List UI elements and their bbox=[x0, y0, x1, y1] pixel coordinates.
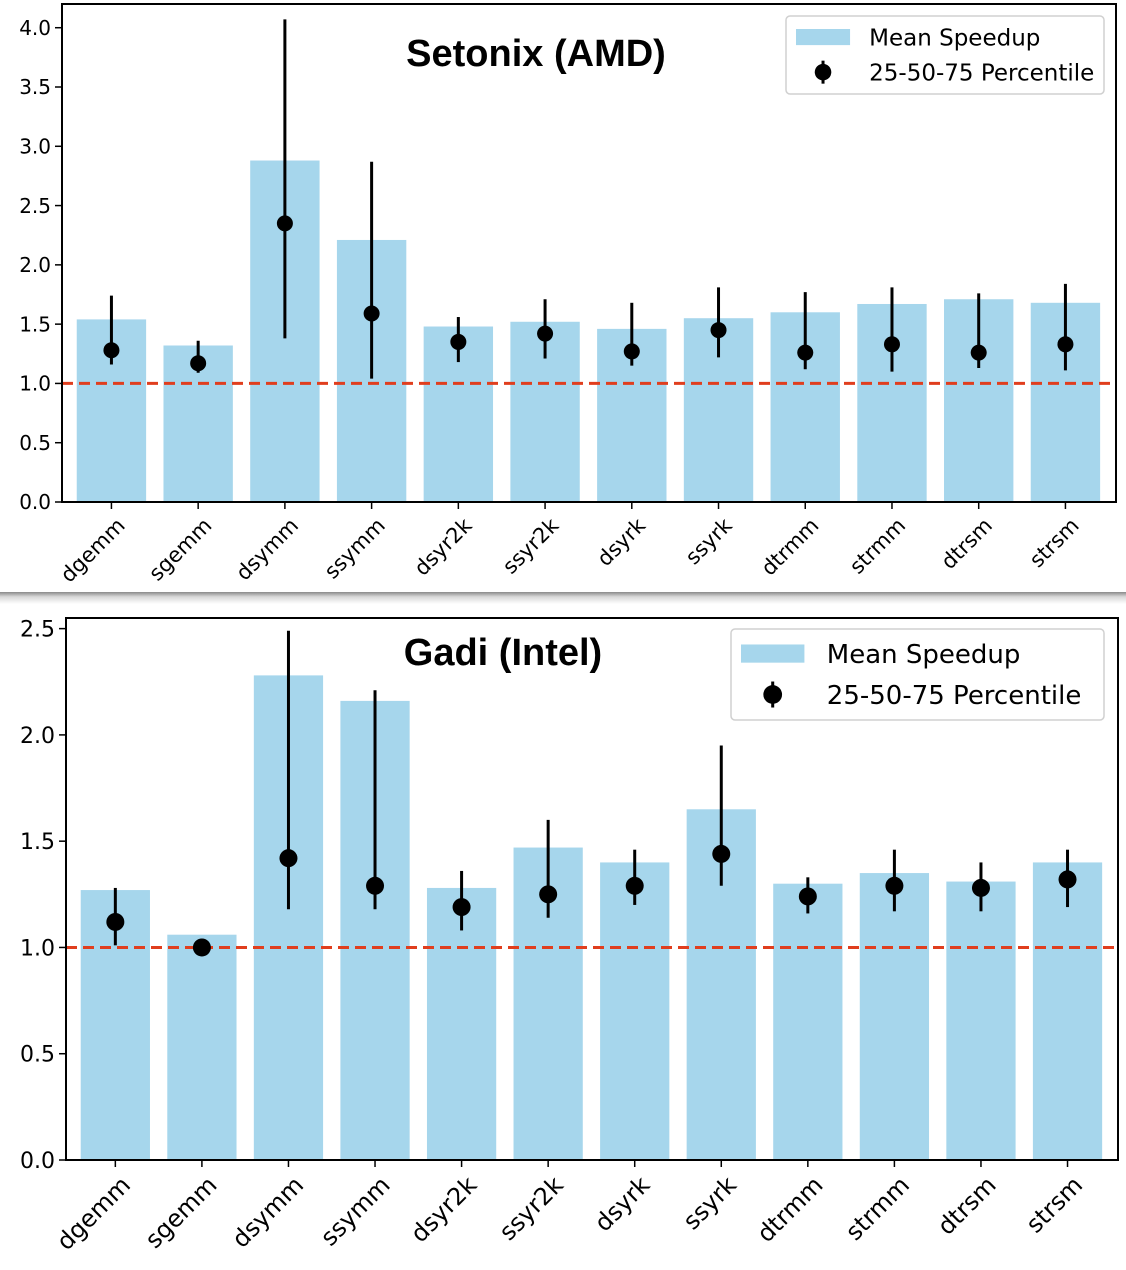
chart-panel-setonix: 0.0 0.5 1.0 1.5 2.0 2.5 3.0 3.5 4.0 dgemm sgemm dsy… bbox=[0, 0, 1126, 592]
median-point-ssymm bbox=[363, 305, 380, 322]
x-tick-label-ssymm: ssymm bbox=[315, 1171, 396, 1252]
x-tick-label-sgemm: sgemm bbox=[140, 1171, 223, 1254]
y-tick-label: 2.5 bbox=[20, 618, 55, 643]
chart-panel-gadi: 0.0 0.5 1.0 1.5 2.0 2.5 dgemm sgemm dsymm ssymm ds… bbox=[0, 604, 1126, 1270]
x-tick-label-dsymm: dsymm bbox=[227, 1171, 310, 1254]
axes-frame bbox=[65, 617, 1119, 1161]
x-tick-label-dsymm: dsymm bbox=[231, 513, 303, 585]
percentile-markers bbox=[106, 630, 1077, 957]
x-axis: dgemm sgemm dsymm ssymm dsyr2k ssyr2k dsyrk ssy… bbox=[51, 1160, 1088, 1256]
median-point-dtrmm bbox=[798, 887, 817, 906]
x-tick-label-dsyrk: dsyrk bbox=[589, 1171, 655, 1237]
y-tick-label: 0.0 bbox=[19, 490, 51, 514]
legend-label: 25-50-75 Percentile bbox=[827, 681, 1082, 711]
median-point-ssyrk bbox=[710, 322, 727, 339]
legend: Mean Speedup 25-50-75 Percentile bbox=[785, 15, 1105, 95]
median-point-sgemm bbox=[190, 355, 207, 372]
median-point-dgemm bbox=[103, 342, 120, 359]
median-point-strsm bbox=[1058, 870, 1077, 889]
median-point-dsymm bbox=[279, 849, 298, 868]
median-point-dsyr2k bbox=[452, 898, 471, 917]
legend-swatch-bar bbox=[741, 644, 805, 663]
x-tick-label-dtrsm: dtrsm bbox=[932, 1171, 1002, 1241]
x-tick-label-ssyr2k: ssyr2k bbox=[494, 1171, 569, 1246]
x-tick-label-dgemm: dgemm bbox=[56, 513, 130, 587]
x-tick-label-dtrsm: dtrsm bbox=[936, 513, 997, 574]
y-tick-label: 1.5 bbox=[19, 312, 51, 336]
legend-swatch-bar bbox=[796, 29, 851, 46]
percentile-markers bbox=[103, 19, 1074, 379]
bars bbox=[76, 160, 1101, 502]
y-axis: 0.0 0.5 1.0 1.5 2.0 2.5 bbox=[20, 618, 66, 1174]
median-point-ssymm bbox=[366, 876, 385, 895]
legend-label: Mean Speedup bbox=[869, 25, 1040, 51]
x-tick-label-strsm: strsm bbox=[1021, 1171, 1089, 1239]
median-point-dsyrk bbox=[625, 876, 644, 895]
median-point-strmm bbox=[885, 876, 904, 895]
y-tick-label: 2.0 bbox=[19, 253, 51, 277]
y-tick-label: 1.5 bbox=[20, 830, 55, 855]
bar-sgemm bbox=[167, 934, 237, 1160]
x-tick-label-ssymm: ssymm bbox=[320, 513, 390, 583]
x-tick-label-dtrmm: dtrmm bbox=[757, 513, 824, 580]
legend-label: Mean Speedup bbox=[827, 640, 1021, 670]
median-point-ssyr2k bbox=[537, 325, 554, 342]
x-tick-label-ssyrk: ssyrk bbox=[681, 513, 738, 570]
x-tick-label-sgemm: sgemm bbox=[144, 513, 216, 585]
x-tick-label-strmm: strmm bbox=[840, 1171, 915, 1246]
bar-dsyrk bbox=[600, 862, 670, 1160]
x-tick-label-ssyrk: ssyrk bbox=[678, 1171, 742, 1235]
legend-box bbox=[730, 628, 1105, 721]
y-tick-label: 2.5 bbox=[19, 194, 51, 218]
legend-swatch-point bbox=[814, 63, 832, 81]
y-tick-label: 4.0 bbox=[19, 16, 51, 40]
median-point-dsymm bbox=[276, 215, 293, 232]
x-tick-label-ssyr2k: ssyr2k bbox=[498, 513, 564, 579]
x-tick-label-dsyr2k: dsyr2k bbox=[405, 1171, 482, 1248]
chart-title: Setonix (AMD) bbox=[406, 33, 666, 75]
median-point-strmm bbox=[883, 336, 900, 353]
panel-separator bbox=[0, 592, 1126, 604]
x-tick-label-strsm: strsm bbox=[1025, 513, 1084, 572]
x-tick-label-dsyrk: dsyrk bbox=[592, 513, 650, 571]
y-tick-label: 3.5 bbox=[19, 75, 51, 99]
median-point-dtrsm bbox=[971, 878, 990, 897]
legend-swatch-point bbox=[763, 685, 783, 704]
y-tick-label: 1.0 bbox=[19, 372, 51, 396]
x-tick-label-strmm: strmm bbox=[845, 513, 910, 578]
x-axis: dgemm sgemm dsymm ssymm dsyr2k ssyr2k dsyrk ssy… bbox=[56, 502, 1084, 587]
median-point-dtrmm bbox=[797, 344, 814, 361]
y-tick-label: 1.0 bbox=[20, 936, 55, 961]
legend-box bbox=[785, 15, 1105, 95]
median-point-ssyrk bbox=[712, 844, 731, 863]
legend: Mean Speedup 25-50-75 Percentile bbox=[730, 628, 1105, 721]
median-point-sgemm bbox=[192, 938, 211, 957]
y-tick-label: 2.0 bbox=[20, 724, 55, 749]
bar-dtrsm bbox=[946, 881, 1016, 1160]
bar-dsyr2k bbox=[426, 887, 497, 1160]
bar-strmm bbox=[859, 873, 930, 1160]
y-tick-label: 0.5 bbox=[19, 431, 51, 455]
bars bbox=[80, 675, 1103, 1160]
y-tick-label: 3.0 bbox=[19, 134, 51, 158]
median-point-dtrsm bbox=[970, 344, 987, 361]
median-point-strsm bbox=[1057, 336, 1074, 353]
median-point-dsyr2k bbox=[450, 333, 467, 350]
x-tick-label-dsyr2k: dsyr2k bbox=[410, 513, 478, 581]
bar-strsm bbox=[1032, 862, 1103, 1160]
bar-dtrmm bbox=[773, 883, 843, 1160]
axes-frame bbox=[61, 3, 1117, 503]
median-point-dsyrk bbox=[623, 343, 640, 360]
y-axis: 0.0 0.5 1.0 1.5 2.0 2.5 3.0 3.5 4.0 bbox=[19, 16, 62, 514]
legend-label: 25-50-75 Percentile bbox=[869, 60, 1094, 86]
median-point-dgemm bbox=[106, 912, 125, 931]
x-tick-label-dtrmm: dtrmm bbox=[752, 1171, 829, 1248]
median-point-ssyr2k bbox=[539, 885, 558, 904]
y-tick-label: 0.5 bbox=[20, 1043, 55, 1068]
y-tick-label: 0.0 bbox=[20, 1149, 55, 1174]
x-tick-label-dgemm: dgemm bbox=[51, 1171, 136, 1256]
chart-title: Gadi (Intel) bbox=[404, 632, 602, 674]
